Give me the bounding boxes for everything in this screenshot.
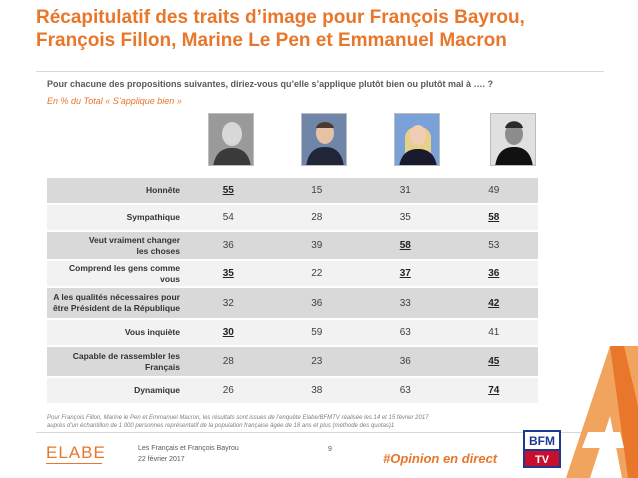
table-row: Capable de rassembler les Français 28 23… — [47, 347, 538, 378]
cell-le-pen: 31 — [399, 185, 411, 196]
cell-macron: 41 — [488, 327, 500, 338]
cell-fillon: 36 — [311, 297, 323, 309]
row-label-text: être Président de la République — [52, 303, 180, 313]
row-label-text: Vous inquiète — [124, 327, 180, 337]
cell-fillon: 28 — [311, 212, 323, 223]
cell-macron: 53 — [488, 240, 500, 251]
row-label: Comprend les gens comme vous — [47, 263, 184, 285]
portrait-photo-icon — [394, 113, 440, 166]
row-label-text: Honnête — [146, 185, 180, 195]
methodology-footnote: Pour François Fillon, Marine le Pen et E… — [47, 414, 467, 430]
cell-le-pen: 36 — [399, 356, 411, 367]
table-row: Sympathique 54 28 35 58 — [47, 205, 538, 232]
row-label: Vous inquiète — [47, 327, 184, 338]
row-label-text: Capable de rassembler les — [72, 350, 180, 361]
candidate-photos — [184, 113, 538, 166]
bfm-logo-text: BFM — [529, 434, 555, 448]
footnote-line-1: Pour François Fillon, Marine le Pen et E… — [47, 415, 429, 421]
row-label-text: Sympathique — [126, 212, 180, 222]
cell-macron: 42 — [488, 297, 500, 309]
row-label: Honnête — [47, 185, 184, 196]
row-label-text: Veut vraiment changer — [88, 234, 180, 245]
cell-le-pen: 58 — [399, 240, 411, 251]
cell-bayrou: 28 — [222, 356, 234, 367]
survey-subtitle: En % du Total « S’applique bien » — [47, 96, 182, 106]
portrait-photo-icon — [301, 113, 347, 166]
tv-logo-text: TV — [535, 454, 550, 466]
cell-bayrou: 32 — [222, 297, 234, 309]
cell-le-pen: 63 — [399, 385, 411, 396]
row-label-text: Français — [145, 361, 180, 372]
table-row: Comprend les gens comme vous 35 22 37 36 — [47, 261, 538, 288]
hashtag: #Opinion en direct — [383, 451, 498, 466]
row-label: Sympathique — [47, 212, 184, 223]
portrait-photo-icon — [490, 113, 536, 166]
page-number: 9 — [328, 446, 332, 453]
cell-bayrou: 26 — [222, 385, 234, 396]
cell-bayrou: 30 — [222, 327, 234, 338]
decorative-a-shape-icon — [566, 346, 638, 478]
cell-le-pen: 37 — [399, 268, 411, 279]
elabe-logo-icon: ELABE — [46, 443, 106, 462]
row-label-text: Dynamique — [134, 385, 180, 395]
cell-bayrou: 54 — [222, 212, 234, 223]
cell-le-pen: 35 — [399, 212, 411, 223]
page-title: Récapitulatif des traits d’image pour Fr… — [36, 6, 556, 52]
header-divider — [36, 71, 604, 72]
footer-divider — [36, 432, 604, 433]
cell-bayrou: 55 — [222, 185, 234, 196]
cell-bayrou: 36 — [222, 240, 234, 251]
row-label: A les qualités nécessaires pour être Pré… — [47, 292, 184, 314]
table-row: Honnête 55 15 31 49 — [47, 178, 538, 205]
cell-fillon: 15 — [311, 185, 323, 196]
row-label-text: les choses — [136, 245, 180, 256]
table-row: Vous inquiète 30 59 63 41 — [47, 320, 538, 347]
table-row: A les qualités nécessaires pour être Pré… — [47, 288, 538, 320]
row-label: Dynamique — [47, 385, 184, 396]
survey-question: Pour chacune des propositions suivantes,… — [47, 79, 494, 89]
cell-bayrou: 35 — [222, 268, 234, 279]
cell-macron: 36 — [488, 268, 500, 279]
title-line-2: François Fillon, Marine Le Pen et Emmanu… — [36, 30, 507, 51]
row-label-text: A les qualités nécessaires pour — [53, 292, 180, 302]
cell-fillon: 38 — [311, 385, 323, 396]
cell-macron: 45 — [488, 356, 500, 367]
study-name: Les Français et François Bayrou — [138, 445, 239, 452]
cell-fillon: 23 — [311, 356, 323, 367]
logo-underline — [46, 463, 102, 464]
portrait-photo-icon — [208, 113, 254, 166]
cell-le-pen: 63 — [399, 327, 411, 338]
study-date: 22 février 2017 — [138, 456, 185, 463]
table-row: Dynamique 26 38 63 74 — [47, 378, 538, 405]
footnote-line-2: auprès d’un échantillon de 1 000 personn… — [47, 423, 395, 429]
cell-macron: 74 — [488, 385, 500, 396]
cell-macron: 49 — [488, 185, 500, 196]
cell-fillon: 22 — [311, 268, 323, 279]
row-label: Capable de rassembler les Français — [47, 351, 184, 373]
row-label-text: Comprend les gens comme vous — [68, 262, 180, 284]
cell-fillon: 59 — [311, 327, 323, 338]
cell-le-pen: 33 — [399, 297, 411, 309]
results-table: Honnête 55 15 31 49 Sympathique 54 28 35… — [47, 178, 538, 405]
cell-macron: 58 — [488, 212, 500, 223]
table-row: Veut vraiment changer les choses 36 39 5… — [47, 232, 538, 261]
bfmtv-logo-icon: BFM TV — [523, 430, 561, 468]
cell-fillon: 39 — [311, 240, 323, 251]
row-label: Veut vraiment changer les choses — [47, 235, 184, 257]
title-line-1: Récapitulatif des traits d’image pour Fr… — [36, 7, 525, 28]
